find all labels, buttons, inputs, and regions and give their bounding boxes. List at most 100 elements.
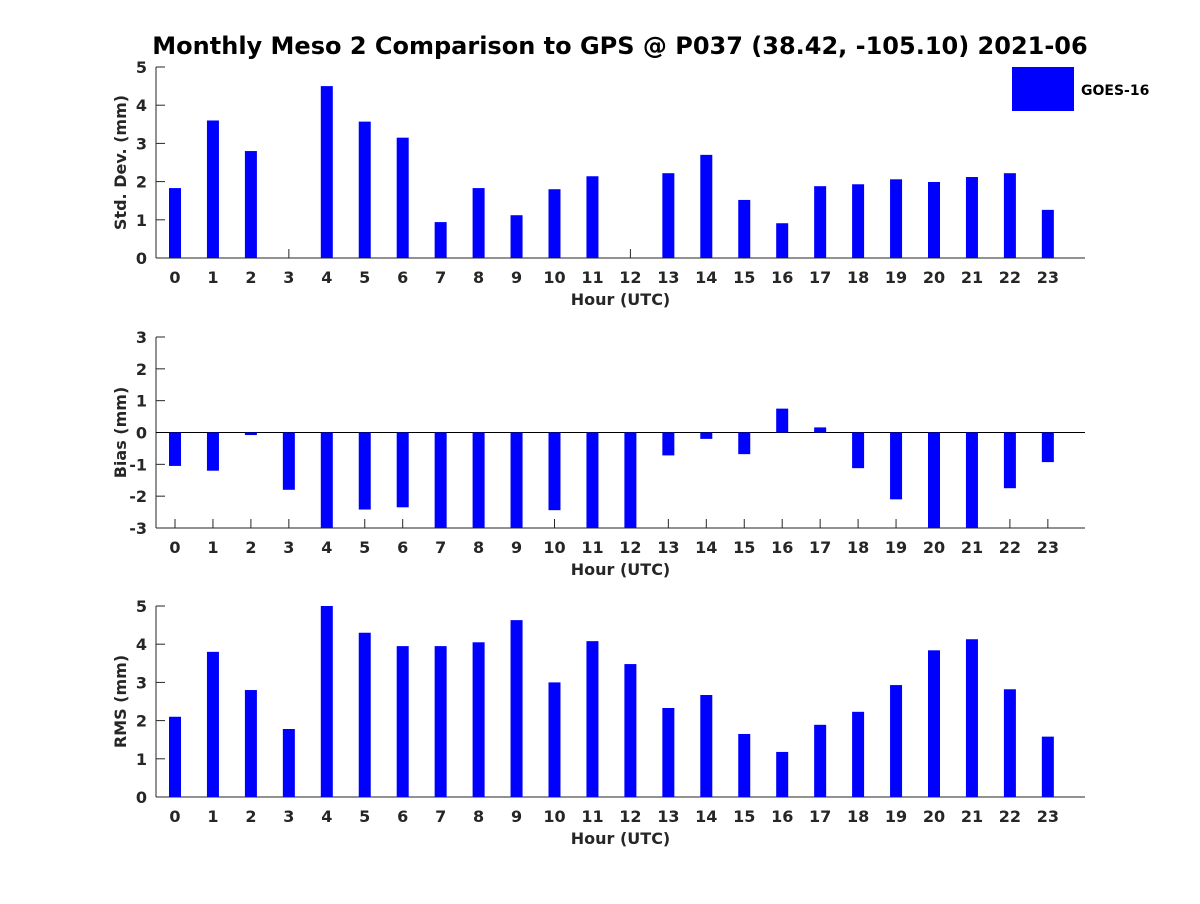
x-tick-label: 20 bbox=[923, 807, 945, 826]
bar bbox=[320, 432, 333, 528]
x-axis-label: Hour (UTC) bbox=[571, 290, 671, 309]
x-tick-label: 19 bbox=[885, 268, 907, 287]
bar bbox=[1003, 689, 1016, 797]
x-tick-label: 2 bbox=[245, 807, 256, 826]
x-tick-label: 13 bbox=[657, 268, 679, 287]
x-tick-label: 8 bbox=[473, 538, 484, 557]
x-tick-label: 9 bbox=[511, 807, 522, 826]
x-tick-label: 14 bbox=[695, 807, 717, 826]
y-tick-label: 0 bbox=[136, 424, 147, 443]
bar bbox=[244, 432, 257, 436]
bar bbox=[1003, 432, 1016, 489]
bar bbox=[776, 223, 789, 258]
bar bbox=[206, 120, 219, 258]
x-tick-label: 4 bbox=[321, 807, 332, 826]
bar bbox=[738, 432, 751, 455]
bar bbox=[396, 646, 409, 797]
x-tick-label: 20 bbox=[923, 268, 945, 287]
x-tick-label: 5 bbox=[359, 807, 370, 826]
bar bbox=[1041, 432, 1054, 463]
x-tick-label: 9 bbox=[511, 268, 522, 287]
bar bbox=[320, 86, 333, 258]
y-axis-label: Std. Dev. (mm) bbox=[111, 95, 130, 230]
bar bbox=[434, 646, 447, 797]
x-tick-label: 19 bbox=[885, 807, 907, 826]
x-tick-label: 7 bbox=[435, 538, 446, 557]
x-tick-label: 6 bbox=[397, 268, 408, 287]
x-tick-label: 17 bbox=[809, 268, 831, 287]
x-tick-label: 18 bbox=[847, 538, 869, 557]
y-tick-label: 2 bbox=[136, 712, 147, 731]
x-tick-label: 18 bbox=[847, 268, 869, 287]
x-tick-label: 8 bbox=[473, 807, 484, 826]
y-tick-label: -3 bbox=[129, 519, 147, 538]
bar bbox=[890, 432, 903, 500]
bar bbox=[965, 432, 978, 528]
bar bbox=[928, 432, 940, 528]
bar bbox=[814, 427, 827, 433]
y-tick-label: 0 bbox=[136, 788, 147, 807]
bar bbox=[662, 432, 675, 456]
x-tick-label: 22 bbox=[999, 538, 1021, 557]
x-tick-label: 14 bbox=[695, 538, 717, 557]
x-tick-label: 4 bbox=[321, 538, 332, 557]
x-tick-label: 3 bbox=[283, 268, 294, 287]
y-tick-label: 3 bbox=[136, 328, 147, 347]
bar bbox=[586, 641, 599, 797]
bar bbox=[890, 179, 903, 258]
bar bbox=[1003, 173, 1016, 258]
x-tick-label: 17 bbox=[809, 538, 831, 557]
legend-swatch-goes-16 bbox=[1012, 67, 1074, 111]
x-tick-label: 5 bbox=[359, 538, 370, 557]
y-tick-label: 1 bbox=[136, 750, 147, 769]
x-tick-label: 0 bbox=[169, 268, 180, 287]
bar bbox=[852, 432, 865, 469]
x-tick-label: 2 bbox=[245, 268, 256, 287]
bar bbox=[510, 215, 523, 258]
bar bbox=[472, 188, 485, 258]
y-tick-label: 1 bbox=[136, 392, 147, 411]
bar bbox=[282, 729, 295, 797]
x-tick-label: 9 bbox=[511, 538, 522, 557]
y-tick-label: 2 bbox=[136, 360, 147, 379]
x-tick-label: 15 bbox=[733, 807, 755, 826]
x-tick-label: 4 bbox=[321, 268, 332, 287]
x-tick-label: 22 bbox=[999, 807, 1021, 826]
x-tick-label: 13 bbox=[657, 807, 679, 826]
x-tick-label: 21 bbox=[961, 538, 983, 557]
bar bbox=[548, 682, 561, 797]
bar bbox=[244, 151, 257, 258]
x-tick-label: 12 bbox=[619, 538, 641, 557]
x-tick-label: 16 bbox=[771, 807, 793, 826]
bar bbox=[510, 432, 523, 528]
x-tick-label: 18 bbox=[847, 807, 869, 826]
bar bbox=[1041, 209, 1054, 258]
bar bbox=[472, 432, 485, 528]
bar bbox=[965, 177, 978, 258]
x-tick-label: 15 bbox=[733, 538, 755, 557]
chart-title: Monthly Meso 2 Comparison to GPS @ P037 … bbox=[152, 32, 1087, 60]
bar bbox=[814, 186, 827, 258]
y-tick-label: 2 bbox=[136, 173, 147, 192]
y-tick-label: 1 bbox=[136, 211, 147, 230]
legend-label-goes-16: GOES-16 bbox=[1081, 83, 1149, 99]
bar bbox=[169, 716, 181, 797]
x-tick-label: 11 bbox=[581, 807, 603, 826]
x-tick-label: 12 bbox=[619, 268, 641, 287]
bar bbox=[624, 664, 637, 797]
bar bbox=[852, 711, 865, 797]
x-tick-label: 22 bbox=[999, 268, 1021, 287]
x-tick-label: 23 bbox=[1037, 538, 1059, 557]
y-tick-label: 3 bbox=[136, 673, 147, 692]
bar bbox=[890, 685, 903, 797]
x-tick-label: 11 bbox=[581, 268, 603, 287]
bar bbox=[700, 695, 713, 797]
x-tick-label: 3 bbox=[283, 807, 294, 826]
bar bbox=[472, 642, 485, 797]
bar bbox=[586, 432, 599, 528]
bar bbox=[662, 173, 675, 258]
x-tick-label: 1 bbox=[207, 268, 218, 287]
